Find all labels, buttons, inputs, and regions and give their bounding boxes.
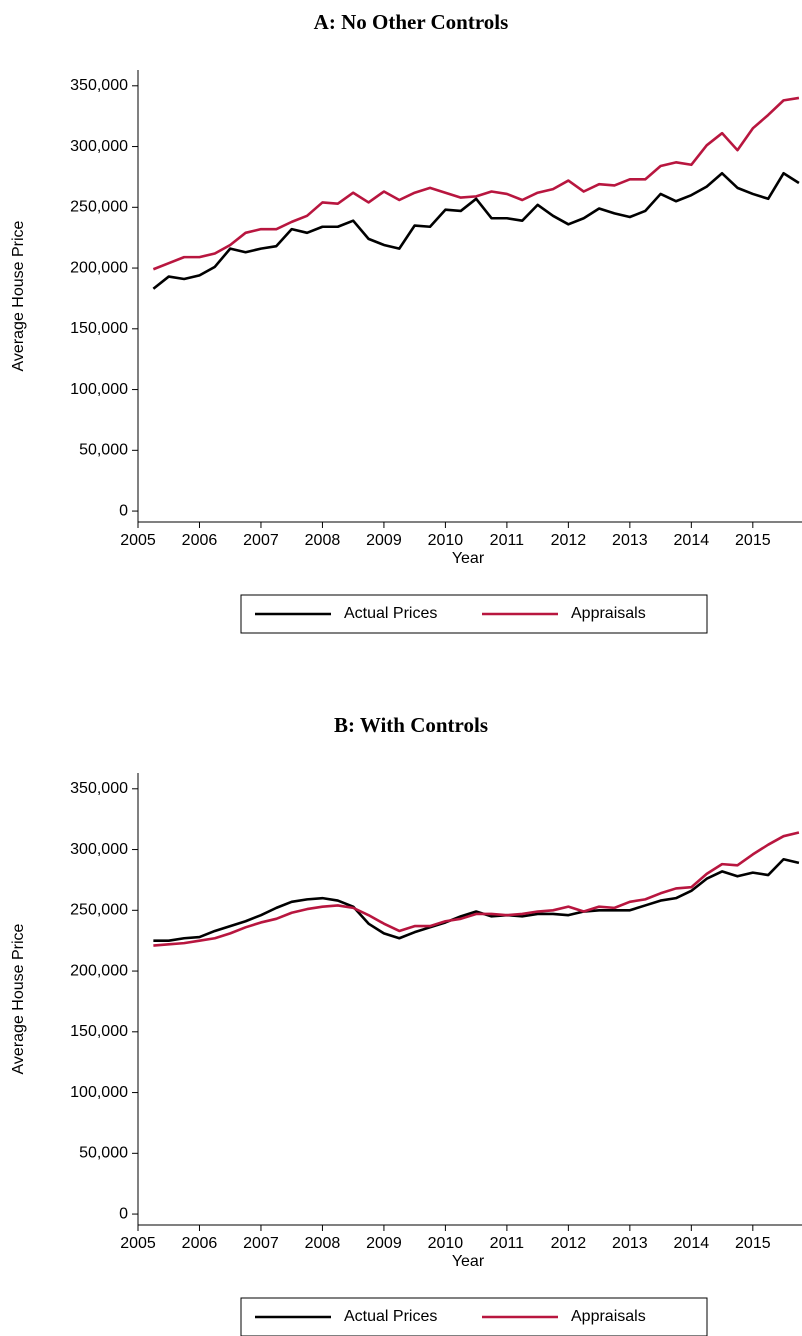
x-tick-label: 2011 (490, 1235, 525, 1252)
y-tick-label: 50,000 (79, 442, 128, 459)
data-line (152, 96, 800, 271)
legend-label: Appraisals (571, 1308, 646, 1325)
y-axis-label: Average House Price (10, 220, 27, 371)
x-tick-label: 2007 (243, 1235, 279, 1252)
legend-label: Actual Prices (344, 1308, 437, 1325)
y-tick-label: 0 (119, 1205, 128, 1222)
y-axis-label: Average House Price (10, 923, 27, 1074)
x-tick-label: 2006 (182, 1235, 218, 1252)
x-tick-label: 2006 (182, 532, 218, 549)
y-tick-label: 200,000 (70, 259, 128, 276)
y-tick-label: 300,000 (70, 841, 128, 858)
y-tick-label: 250,000 (70, 199, 128, 216)
data-line (153, 857, 800, 942)
x-tick-label: 2015 (735, 532, 771, 549)
x-tick-label: 2008 (305, 1235, 341, 1252)
y-tick-label: 50,000 (79, 1145, 128, 1162)
x-axis-label: Year (452, 550, 485, 567)
y-tick-label: 150,000 (70, 320, 128, 337)
legend-label: Actual Prices (344, 605, 437, 622)
x-axis-label: Year (452, 1253, 485, 1270)
x-tick-label: 2012 (551, 1235, 587, 1252)
y-tick-label: 100,000 (70, 1084, 128, 1101)
x-tick-label: 2005 (120, 1235, 156, 1252)
y-tick-label: 300,000 (70, 138, 128, 155)
chart-title: B: With Controls (334, 713, 488, 737)
y-tick-label: 150,000 (70, 1023, 128, 1040)
panel: A: No Other Controls 0 50,000 100,000 150,00… (10, 10, 802, 634)
x-tick-label: 2009 (366, 532, 402, 549)
x-tick-label: 2013 (612, 532, 648, 549)
data-line (153, 831, 800, 947)
x-tick-label: 2013 (612, 1235, 648, 1252)
y-tick-label: 100,000 (70, 381, 128, 398)
x-tick-label: 2014 (674, 1235, 710, 1252)
x-tick-label: 2010 (428, 532, 464, 549)
x-tick-label: 2008 (305, 532, 341, 549)
x-tick-label: 2010 (428, 1235, 464, 1252)
x-tick-label: 2012 (551, 532, 587, 549)
y-tick-label: 200,000 (70, 962, 128, 979)
y-tick-label: 0 (119, 502, 128, 519)
data-line (152, 171, 800, 290)
x-tick-label: 2009 (366, 1235, 402, 1252)
x-tick-label: 2011 (490, 532, 525, 549)
x-tick-label: 2014 (674, 532, 710, 549)
y-tick-label: 250,000 (70, 902, 128, 919)
y-tick-label: 350,000 (70, 77, 128, 94)
x-tick-label: 2015 (735, 1235, 771, 1252)
legend-label: Appraisals (571, 605, 646, 622)
chart-title: A: No Other Controls (314, 10, 509, 34)
x-tick-label: 2007 (243, 532, 279, 549)
y-tick-label: 350,000 (70, 780, 128, 797)
panel: B: With Controls 0 50,000 100,000 150,000 200… (10, 713, 802, 1336)
x-tick-label: 2005 (120, 532, 156, 549)
